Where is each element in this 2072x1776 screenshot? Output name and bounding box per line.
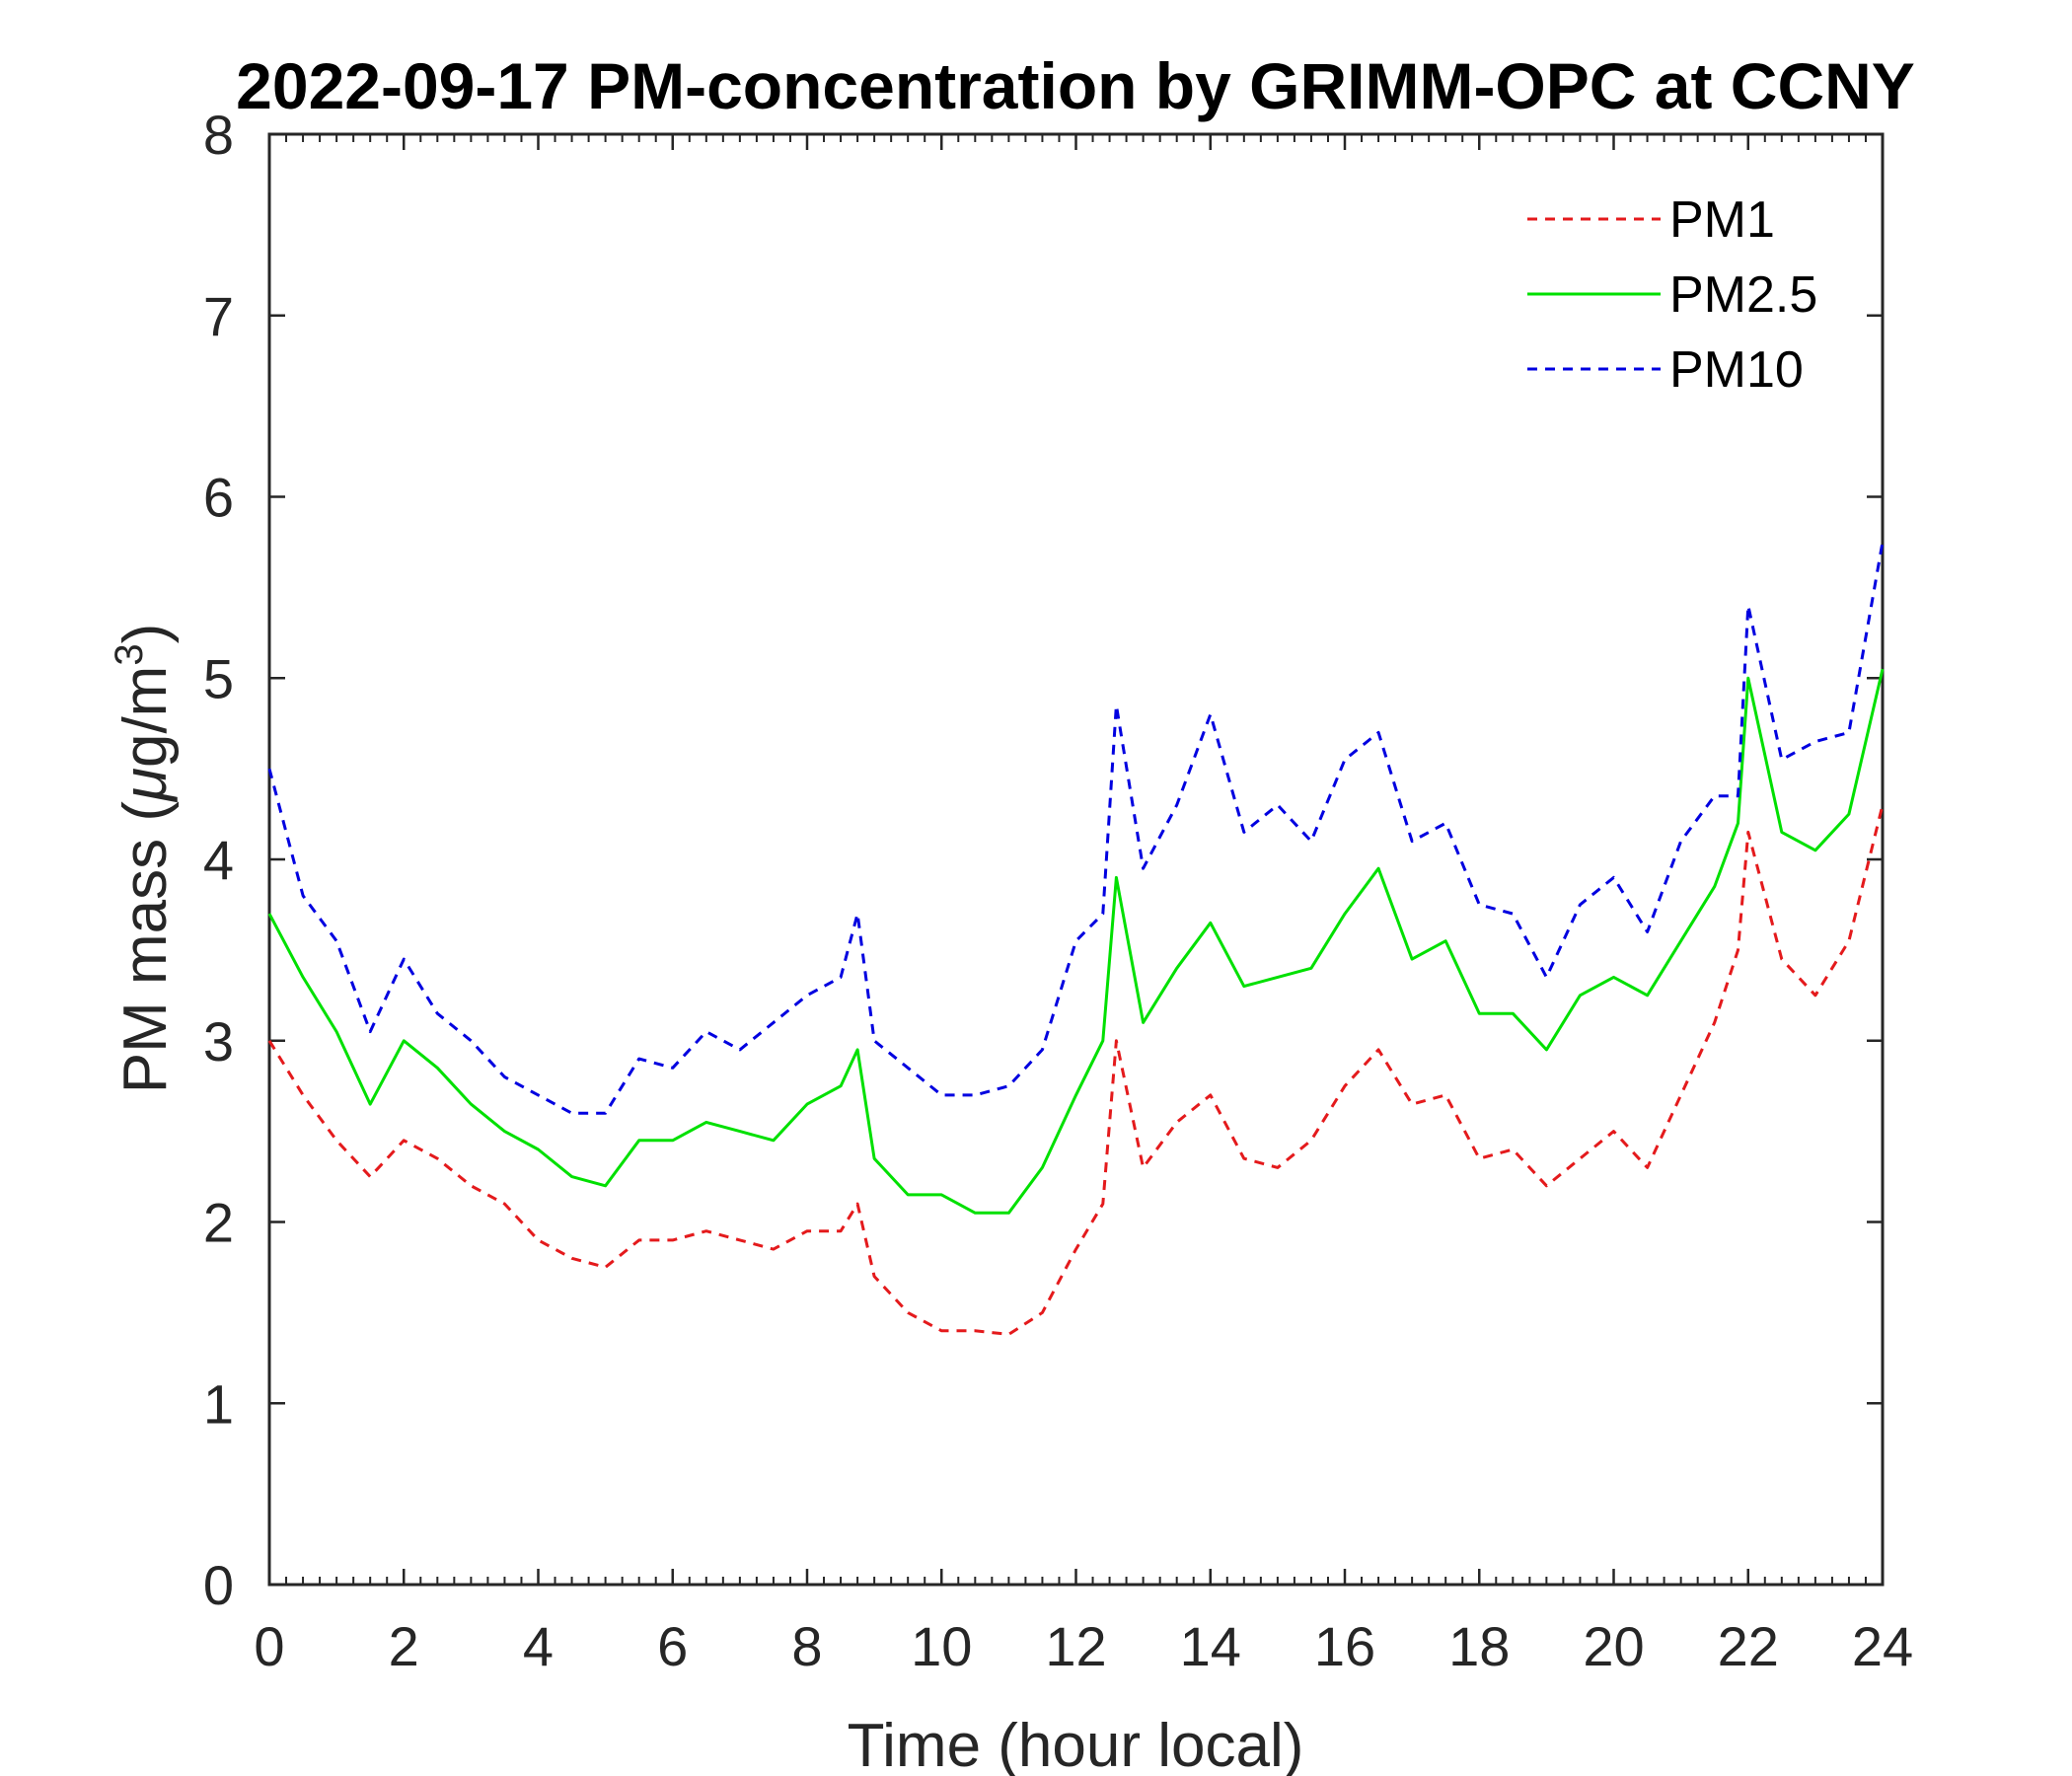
y-tick-label: 7	[203, 285, 234, 347]
major-ticks	[267, 132, 1885, 1587]
y-tick-label: 6	[203, 467, 234, 529]
x-tick-label: 18	[1448, 1615, 1510, 1677]
y-axis-label-close: )	[111, 624, 180, 644]
y-axis-label-mu: μ	[111, 768, 180, 803]
y-axis-label: PM mass (μg/m3)	[108, 624, 180, 1093]
legend-label-pm10: PM10	[1669, 341, 1804, 399]
y-tick-label: 5	[203, 647, 234, 709]
y-axis-label-unit: g/m	[111, 666, 180, 768]
y-tick-label: 1	[203, 1372, 234, 1435]
x-tick-label: 0	[254, 1615, 284, 1677]
legend-label-pm25: PM2.5	[1669, 266, 1817, 324]
y-tick-label: 2	[203, 1192, 234, 1254]
chart-title: 2022-09-17 PM-concentration by GRIMM-OPC…	[236, 49, 1915, 122]
x-tick-label: 24	[1852, 1615, 1913, 1677]
plot-area	[267, 132, 1885, 1587]
x-tick-label: 6	[657, 1615, 688, 1677]
legend: PM1 PM2.5 PM10	[1527, 191, 1817, 399]
x-tick-label: 16	[1314, 1615, 1375, 1677]
legend-label-pm1: PM1	[1669, 191, 1775, 249]
y-axis-label-superscript: 3	[108, 643, 151, 665]
y-axis-label-main: PM mass (	[111, 801, 180, 1094]
x-tick-label: 2	[389, 1615, 419, 1677]
x-tick-label: 12	[1045, 1615, 1106, 1677]
y-tick-label: 3	[203, 1010, 234, 1073]
y-tick-label: 0	[203, 1554, 234, 1616]
y-tick-label: 8	[203, 104, 234, 166]
series-line-pm25	[267, 668, 1885, 1215]
x-tick-label: 22	[1718, 1615, 1779, 1677]
x-tick-labels: 0 2 4 6 8 10 12 14 16 18 20 22 24	[254, 1615, 1913, 1677]
series-lines	[267, 542, 1885, 1336]
x-tick-label: 20	[1583, 1615, 1644, 1677]
x-tick-label: 10	[911, 1615, 972, 1677]
x-tick-label: 4	[523, 1615, 554, 1677]
x-tick-label: 14	[1180, 1615, 1241, 1677]
minor-ticks	[285, 134, 1867, 1585]
x-axis-label: Time (hour local)	[848, 1712, 1304, 1776]
series-line-pm10	[267, 542, 1885, 1115]
y-tick-labels: 0 1 2 3 4 5 6 7 8	[203, 104, 234, 1616]
y-tick-label: 4	[203, 829, 234, 891]
x-tick-label: 8	[791, 1615, 822, 1677]
